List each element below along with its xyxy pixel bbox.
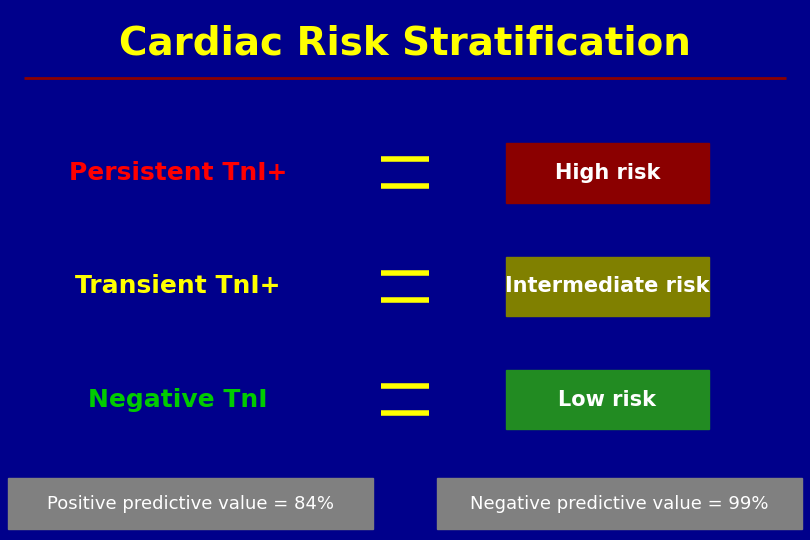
FancyBboxPatch shape [437,478,802,529]
Text: Intermediate risk: Intermediate risk [505,276,710,296]
Text: High risk: High risk [555,163,660,183]
FancyBboxPatch shape [8,478,373,529]
FancyBboxPatch shape [506,143,709,202]
Text: Transient TnI+: Transient TnI+ [75,274,281,298]
Text: Negative predictive value = 99%: Negative predictive value = 99% [471,495,769,512]
Text: Positive predictive value = 84%: Positive predictive value = 84% [47,495,334,512]
Text: Negative TnI: Negative TnI [88,388,268,411]
Text: Low risk: Low risk [559,389,656,410]
Text: Persistent TnI+: Persistent TnI+ [69,161,288,185]
FancyBboxPatch shape [506,370,709,429]
Text: Cardiac Risk Stratification: Cardiac Risk Stratification [119,24,691,62]
FancyBboxPatch shape [506,256,709,316]
